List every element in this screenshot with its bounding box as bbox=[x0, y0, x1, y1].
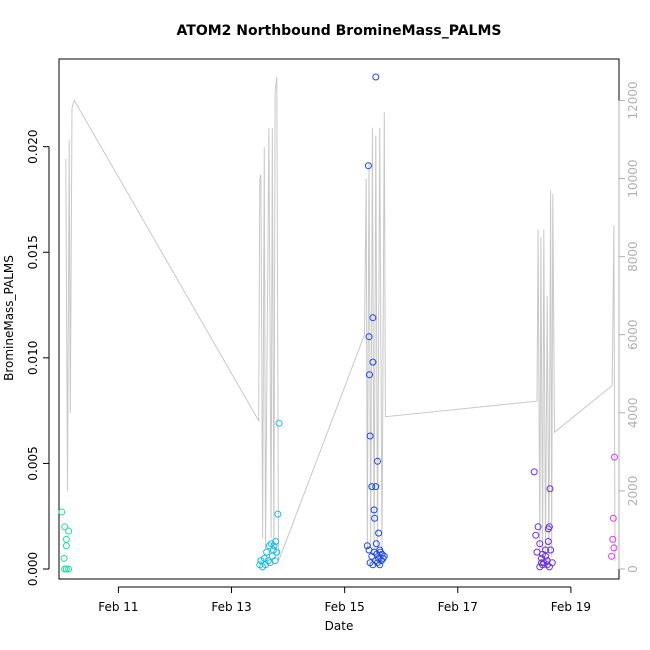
data-point bbox=[371, 514, 379, 522]
data-point bbox=[273, 548, 281, 556]
y-tick-label: 0.010 bbox=[26, 341, 40, 375]
data-point bbox=[272, 538, 280, 545]
data-point bbox=[264, 557, 272, 565]
y-axis-label: BromineMass_PALMS bbox=[2, 255, 16, 381]
x-axis: Feb 11 Feb 13 Feb 15 Feb 17 Feb 19 bbox=[98, 586, 591, 614]
altitude-line-layer bbox=[65, 76, 616, 562]
data-point bbox=[534, 523, 542, 531]
y-tick-label: 0.020 bbox=[26, 130, 40, 164]
data-point bbox=[374, 559, 381, 567]
data-point bbox=[542, 546, 549, 554]
data-point bbox=[62, 542, 70, 550]
y-tick-label: 0.005 bbox=[26, 446, 40, 480]
data-point bbox=[609, 514, 617, 522]
data-point bbox=[372, 73, 380, 81]
data-point bbox=[271, 557, 279, 565]
data-point bbox=[274, 510, 282, 518]
data-point bbox=[376, 548, 384, 556]
data-point bbox=[372, 483, 380, 491]
chart-title: ATOM2 Northbound BromineMass_PALMS bbox=[177, 23, 502, 39]
x-axis-label: Date bbox=[325, 619, 354, 633]
x-tick-label: Feb 17 bbox=[438, 600, 478, 614]
data-point bbox=[545, 563, 553, 571]
data-point bbox=[608, 552, 616, 560]
right-y-axis: 0 2000 4000 6000 8000 10000 12000 bbox=[618, 81, 640, 573]
data-point bbox=[375, 529, 383, 537]
x-tick-label: Feb 15 bbox=[324, 600, 364, 614]
data-point bbox=[544, 538, 552, 545]
right-y-tick-label: 8000 bbox=[626, 241, 640, 272]
data-point bbox=[611, 453, 618, 461]
data-point bbox=[366, 432, 374, 440]
data-point bbox=[365, 333, 373, 341]
data-point bbox=[530, 468, 538, 476]
data-point bbox=[369, 314, 377, 322]
data-point bbox=[366, 371, 373, 379]
data-point bbox=[265, 542, 273, 550]
data-point bbox=[270, 542, 278, 550]
data-point bbox=[275, 419, 283, 427]
data-point bbox=[62, 565, 70, 573]
data-point bbox=[60, 554, 68, 562]
data-point bbox=[609, 535, 617, 543]
right-y-tick-label: 4000 bbox=[626, 398, 640, 429]
data-point bbox=[374, 457, 381, 465]
altitude-line bbox=[65, 76, 616, 562]
x-tick-label: Feb 19 bbox=[551, 600, 591, 614]
data-point bbox=[379, 554, 387, 562]
data-point bbox=[536, 540, 544, 548]
scatter-points-layer bbox=[58, 73, 618, 573]
x-tick-label: Feb 11 bbox=[98, 600, 138, 614]
y-tick-label: 0.015 bbox=[26, 235, 40, 269]
data-point bbox=[368, 483, 376, 491]
right-y-tick-label: 6000 bbox=[626, 319, 640, 350]
data-point bbox=[546, 485, 554, 493]
data-point bbox=[62, 535, 70, 543]
right-y-tick-label: 12000 bbox=[626, 81, 640, 119]
data-point bbox=[61, 523, 69, 531]
data-point bbox=[263, 548, 271, 556]
data-point bbox=[363, 542, 371, 550]
y-tick-label: 0.000 bbox=[26, 552, 40, 586]
data-point bbox=[65, 527, 73, 535]
data-point bbox=[369, 358, 377, 366]
data-point bbox=[260, 554, 268, 562]
data-point bbox=[547, 546, 555, 554]
data-point bbox=[532, 531, 540, 539]
data-point bbox=[370, 506, 378, 514]
data-point bbox=[376, 561, 384, 569]
data-point bbox=[58, 508, 66, 516]
data-point bbox=[373, 550, 381, 558]
data-point bbox=[269, 546, 277, 554]
data-point bbox=[65, 565, 73, 573]
plot-area bbox=[58, 58, 620, 580]
data-point bbox=[378, 550, 386, 558]
y-axis: 0.000 0.005 0.010 0.015 0.020 bbox=[26, 130, 50, 586]
right-y-tick-label: 10000 bbox=[626, 159, 640, 197]
right-y-tick-label: 0 bbox=[626, 565, 640, 573]
data-point bbox=[545, 523, 553, 531]
data-point bbox=[364, 162, 372, 170]
data-point bbox=[372, 540, 380, 548]
x-tick-label: Feb 13 bbox=[211, 600, 251, 614]
data-point bbox=[610, 544, 618, 552]
data-point bbox=[538, 559, 545, 567]
right-y-tick-label: 2000 bbox=[626, 476, 640, 507]
